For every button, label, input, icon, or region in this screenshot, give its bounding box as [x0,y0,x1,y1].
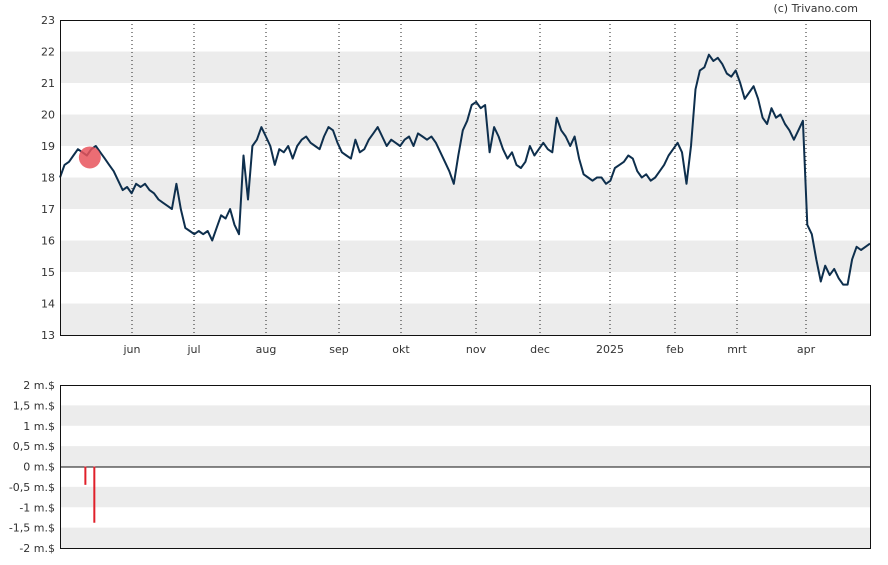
price-band [60,177,870,209]
price-x-tick-label: aug [256,343,277,356]
price-y-tick-label: 13 [41,329,55,342]
price-y-tick-label: 14 [41,298,55,311]
price-y-tick-label: 18 [41,172,55,185]
price-x-axis: jun jul aug sep okt nov dec 2025 feb mrt apr [123,343,816,356]
price-frame [60,20,871,336]
volume-panel: 2 m.$ 1,5 m.$ 1 m.$ 0,5 m.$ 0 m.$ -0,5 m.$ -1 … [9,379,871,555]
price-y-tick-label: 20 [41,109,55,122]
volume-bars [84,466,96,523]
volume-y-tick-label: 0 m.$ [23,461,55,474]
price-y-tick-label: 17 [41,203,55,216]
volume-y-tick-label: -1,5 m.$ [9,522,55,535]
volume-y-tick-label: -1 m.$ [19,501,55,514]
volume-y-tick-label: 1 m.$ [23,420,55,433]
price-series-line [59,53,871,286]
price-y-tick-label: 23 [41,14,55,27]
price-band [60,51,870,83]
price-x-tick-label: jul [186,343,200,356]
price-x-tick-label: sep [329,343,348,356]
price-x-tick-label: 2025 [596,343,624,356]
volume-y-tick-label: -0,5 m.$ [9,481,55,494]
price-y-tick-label: 15 [41,266,55,279]
volume-band [60,486,870,508]
price-x-tick-label: jun [123,343,141,356]
price-x-tick-label: okt [392,343,410,356]
volume-band [60,405,870,426]
price-y-axis: 23 22 21 20 19 18 17 16 15 14 13 [41,14,55,342]
price-x-tick-label: mrt [727,343,747,356]
volume-y-tick-label: 0,5 m.$ [13,440,55,453]
volume-y-tick-label: -2 m.$ [19,542,55,555]
price-y-tick-label: 19 [41,140,55,153]
price-x-tick-label: apr [797,343,816,356]
price-x-tick-label: nov [466,343,487,356]
price-bands [60,51,870,335]
insider-trade-marker[interactable] [78,146,101,169]
volume-frame [60,385,871,549]
price-y-tick-label: 22 [41,46,55,59]
credit-label: (c) Trivano.com [773,2,858,15]
price-y-tick-label: 16 [41,235,55,248]
price-band [60,240,870,272]
volume-y-tick-label: 1,5 m.$ [13,399,55,412]
price-panel: 23 22 21 20 19 18 17 16 15 14 13 jun jul aug sep okt no… [41,14,871,356]
price-x-tick-label: dec [530,343,550,356]
volume-bands [60,405,870,548]
price-band [60,303,870,335]
price-band [60,114,870,146]
volume-band [60,446,870,467]
volume-band [60,527,870,548]
volume-y-axis: 2 m.$ 1,5 m.$ 1 m.$ 0,5 m.$ 0 m.$ -0,5 m.$ -1 … [9,379,55,555]
price-y-tick-label: 21 [41,77,55,90]
volume-y-tick-label: 2 m.$ [23,379,55,392]
price-x-tick-label: feb [666,343,684,356]
